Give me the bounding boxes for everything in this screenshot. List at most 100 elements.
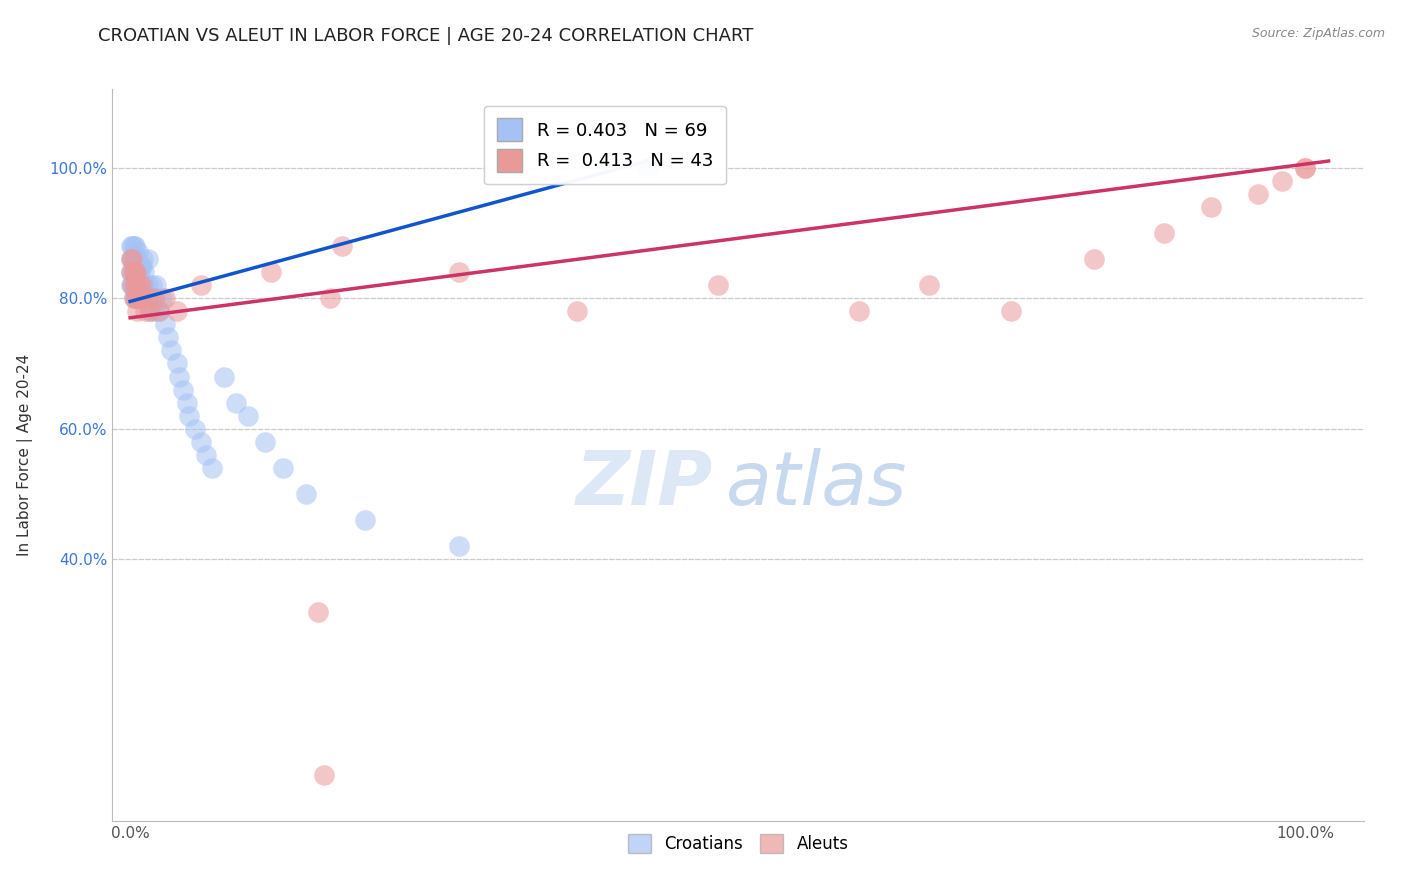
Point	[131, 278, 153, 293]
Point	[295, 487, 318, 501]
Point	[148, 304, 170, 318]
Point	[141, 278, 163, 293]
Point	[254, 434, 277, 449]
Point	[124, 259, 146, 273]
Text: CROATIAN VS ALEUT IN LABOR FORCE | AGE 20-24 CORRELATION CHART: CROATIAN VS ALEUT IN LABOR FORCE | AGE 2…	[98, 27, 754, 45]
Point	[129, 291, 152, 305]
Point	[307, 605, 329, 619]
Point	[449, 539, 471, 553]
Point	[177, 409, 200, 423]
Point	[122, 278, 145, 293]
Point	[132, 291, 155, 305]
Y-axis label: In Labor Force | Age 20-24: In Labor Force | Age 20-24	[17, 354, 32, 556]
Point	[121, 252, 143, 266]
Point	[121, 278, 143, 293]
Point	[225, 395, 247, 409]
Point	[156, 330, 179, 344]
Point	[124, 278, 146, 293]
Text: atlas: atlas	[725, 448, 907, 520]
Point	[706, 278, 728, 293]
Point	[136, 278, 159, 293]
Point	[166, 304, 188, 318]
Point	[120, 278, 142, 293]
Point	[122, 291, 145, 305]
Point	[120, 265, 142, 279]
Point	[121, 278, 143, 293]
Point	[142, 291, 165, 305]
Point	[134, 291, 156, 305]
Point	[135, 291, 157, 305]
Point	[120, 265, 142, 279]
Point	[122, 265, 145, 279]
Point	[120, 252, 142, 266]
Point	[134, 278, 156, 293]
Point	[125, 265, 148, 279]
Point	[128, 278, 150, 293]
Point	[124, 239, 146, 253]
Point	[150, 291, 173, 305]
Point	[122, 239, 145, 253]
Point	[127, 291, 149, 305]
Point	[145, 278, 167, 293]
Point	[172, 383, 194, 397]
Point	[141, 291, 163, 305]
Point	[319, 291, 342, 305]
Point	[125, 291, 148, 305]
Point	[166, 356, 188, 371]
Point	[132, 278, 155, 293]
Point	[120, 252, 142, 266]
Point	[236, 409, 259, 423]
Point	[134, 265, 156, 279]
Point	[136, 252, 159, 266]
Point	[212, 369, 235, 384]
Point	[125, 291, 148, 305]
Point	[848, 304, 870, 318]
Point	[183, 422, 205, 436]
Point	[131, 291, 153, 305]
Point	[121, 265, 143, 279]
Point	[128, 291, 150, 305]
Point	[330, 239, 353, 253]
Point	[148, 304, 170, 318]
Point	[139, 304, 162, 318]
Point	[122, 265, 145, 279]
Point	[121, 239, 143, 253]
Point	[127, 304, 149, 318]
Point	[176, 395, 198, 409]
Point	[1000, 304, 1022, 318]
Point	[190, 278, 212, 293]
Point	[127, 278, 149, 293]
Point	[1083, 252, 1105, 266]
Point	[136, 291, 159, 305]
Point	[134, 304, 156, 318]
Point	[129, 259, 152, 273]
Point	[125, 278, 148, 293]
Point	[128, 265, 150, 279]
Point	[155, 318, 177, 332]
Point	[132, 252, 155, 266]
Point	[131, 259, 153, 273]
Point	[120, 239, 142, 253]
Point	[1153, 226, 1175, 240]
Point	[127, 291, 149, 305]
Point	[565, 304, 588, 318]
Point	[121, 252, 143, 266]
Point	[354, 513, 377, 527]
Point	[201, 461, 224, 475]
Point	[122, 252, 145, 266]
Point	[127, 265, 149, 279]
Point	[160, 343, 183, 358]
Point	[127, 245, 149, 260]
Point	[449, 265, 471, 279]
Point	[143, 291, 166, 305]
Point	[129, 291, 152, 305]
Point	[127, 278, 149, 293]
Point	[122, 291, 145, 305]
Point	[1199, 200, 1222, 214]
Point	[127, 252, 149, 266]
Point	[125, 252, 148, 266]
Point	[127, 278, 149, 293]
Point	[1294, 161, 1316, 175]
Point	[139, 304, 162, 318]
Point	[260, 265, 283, 279]
